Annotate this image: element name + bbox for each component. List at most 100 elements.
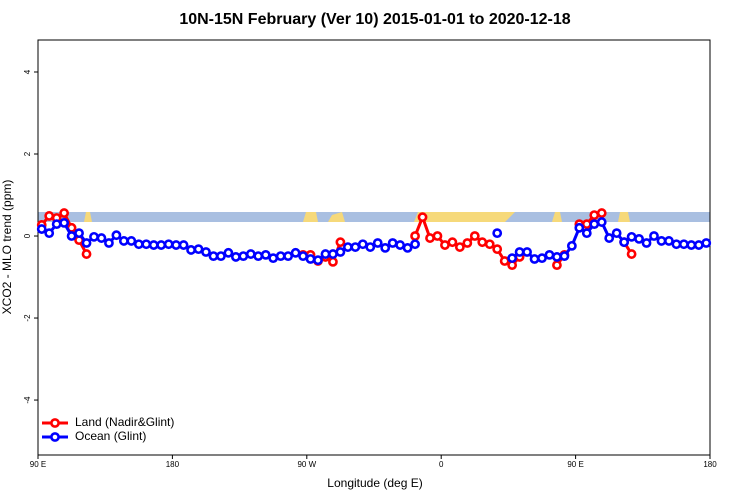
- point: [133, 239, 144, 250]
- land-strip: [303, 212, 318, 222]
- point: [74, 228, 84, 239]
- point: [223, 247, 234, 258]
- point: [268, 253, 279, 264]
- point: [275, 251, 286, 262]
- point: [328, 256, 338, 267]
- land-strip: [328, 212, 345, 222]
- x-tick-label: 90 W: [297, 460, 316, 469]
- point: [626, 231, 637, 242]
- point: [469, 231, 480, 241]
- point: [626, 249, 637, 259]
- point: [186, 245, 196, 255]
- point: [96, 233, 107, 243]
- point: [664, 236, 674, 246]
- point: [596, 208, 607, 218]
- chart-title: 10N-15N February (Ver 10) 2015-01-01 to …: [179, 11, 570, 28]
- point: [81, 249, 92, 259]
- land-strip: [552, 212, 562, 222]
- point: [611, 228, 622, 239]
- point: [313, 255, 323, 266]
- point: [596, 217, 607, 227]
- point: [649, 231, 659, 241]
- point: [36, 224, 47, 234]
- point: [522, 247, 532, 257]
- point: [432, 231, 443, 241]
- ocean-strip: [38, 212, 710, 222]
- point: [59, 208, 70, 218]
- point: [59, 217, 70, 228]
- x-tick-label: 0: [439, 460, 444, 469]
- legend-label: Land (Nadir&Glint): [75, 415, 174, 429]
- point: [208, 251, 219, 262]
- point: [678, 239, 689, 250]
- land-strip: [618, 212, 630, 222]
- point: [581, 228, 592, 239]
- legend-marker: [50, 432, 60, 442]
- y-tick-label: 2: [23, 151, 32, 156]
- point: [283, 251, 294, 262]
- point: [387, 238, 398, 248]
- point: [365, 242, 376, 252]
- point: [604, 233, 615, 243]
- point: [417, 212, 428, 223]
- x-axis-label: Longitude (deg E): [327, 476, 422, 490]
- x-tick-label: 90 E: [567, 460, 583, 469]
- point: [686, 240, 697, 250]
- point: [372, 238, 383, 248]
- point: [589, 210, 600, 221]
- point: [581, 219, 592, 230]
- y-tick-label: 0: [23, 233, 32, 238]
- point: [380, 243, 391, 253]
- point: [552, 260, 562, 271]
- point: [111, 230, 122, 241]
- point: [193, 244, 204, 255]
- point: [477, 237, 488, 248]
- point: [104, 238, 114, 248]
- point: [66, 231, 77, 241]
- point: [238, 251, 249, 262]
- land-strip: [84, 212, 92, 222]
- y-tick-label: 4: [23, 69, 32, 74]
- point: [305, 254, 316, 264]
- point: [335, 237, 346, 248]
- point: [156, 240, 167, 250]
- point: [342, 242, 353, 252]
- point: [357, 239, 368, 250]
- point: [402, 243, 413, 253]
- point: [507, 253, 518, 264]
- point: [298, 251, 308, 262]
- point: [425, 233, 435, 243]
- point: [245, 249, 256, 259]
- point: [335, 247, 346, 257]
- point: [141, 239, 152, 250]
- point: [44, 228, 55, 239]
- point: [81, 238, 92, 248]
- point: [126, 236, 137, 246]
- point: [395, 240, 406, 250]
- y-axis-label: XCO2 - MLO trend (ppm): [0, 180, 14, 315]
- point: [537, 253, 547, 264]
- point: [328, 249, 338, 259]
- point: [484, 239, 495, 250]
- point: [447, 237, 458, 248]
- point: [589, 219, 600, 230]
- point: [148, 240, 159, 250]
- point: [171, 240, 182, 250]
- legend-marker: [50, 418, 60, 428]
- point: [619, 237, 630, 248]
- point: [544, 249, 555, 260]
- point: [201, 247, 211, 257]
- point: [492, 244, 503, 255]
- point: [320, 249, 331, 259]
- point: [514, 247, 525, 257]
- point: [350, 242, 361, 252]
- land-strip: [414, 212, 515, 222]
- point: [566, 240, 577, 251]
- legend-label: Ocean (Glint): [75, 429, 146, 443]
- y-tick-label: -2: [23, 314, 32, 322]
- point: [178, 240, 189, 250]
- plot-frame: [37, 39, 711, 456]
- series: [36, 217, 712, 266]
